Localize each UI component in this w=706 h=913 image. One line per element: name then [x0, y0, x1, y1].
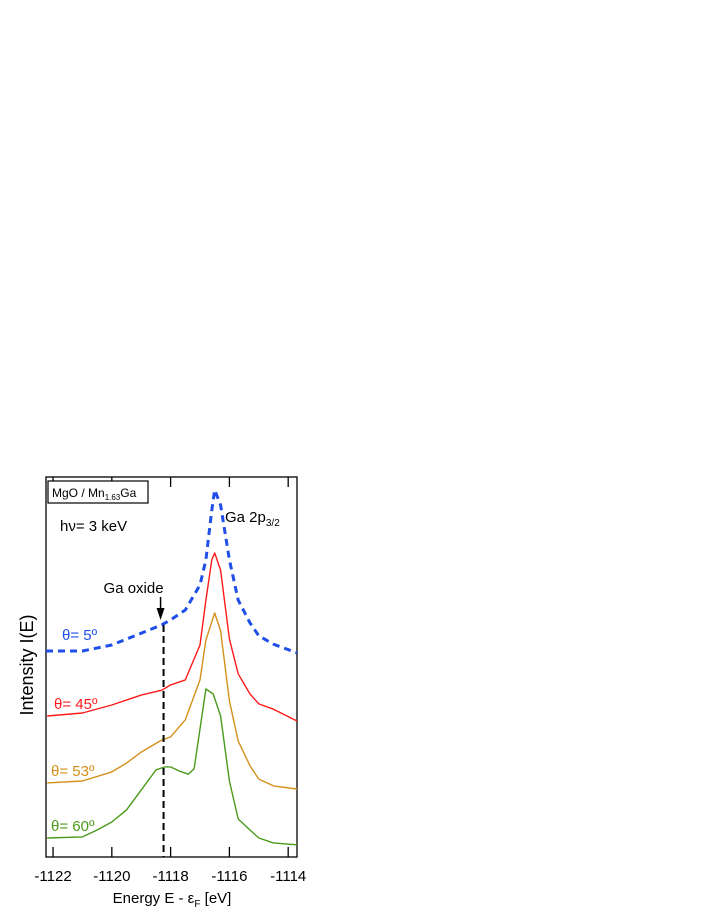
series-line-0: [46, 488, 298, 655]
x-tick-label: -1116: [211, 868, 247, 885]
ga-oxide-arrow: [156, 597, 165, 620]
x-axis-label: Energy E - εF [eV]: [113, 890, 232, 910]
x-tick-label: -1120: [93, 868, 130, 885]
series-line-1: [47, 552, 298, 722]
photon-energy-label: hν= 3 keV: [60, 518, 127, 535]
peak-label: Ga 2p3/2: [225, 509, 280, 529]
x-tick-label: -1118: [153, 868, 189, 885]
ga-oxide-label: Ga oxide: [104, 580, 164, 597]
series-label-5: θ= 5º: [62, 627, 98, 644]
y-axis-label: Intensity I(E): [17, 614, 37, 715]
sample-label: MgO / Mn1.63Ga: [52, 486, 137, 502]
series-label-53: θ= 53º: [51, 763, 95, 780]
series-label-45: θ= 45º: [54, 696, 98, 713]
x-ticks: -1122 -1120 -1118 -1116 -1114: [34, 477, 306, 885]
series-label-60: θ= 60º: [51, 818, 95, 835]
series-line-3: [47, 688, 298, 846]
plot-frame: [45, 476, 298, 858]
arrow-head: [156, 608, 165, 620]
sample-label-box: [47, 480, 149, 504]
series-group: [46, 488, 298, 846]
x-tick-label: -1114: [270, 868, 306, 885]
x-tick-label: -1122: [34, 868, 71, 885]
series-line-2: [47, 612, 298, 790]
